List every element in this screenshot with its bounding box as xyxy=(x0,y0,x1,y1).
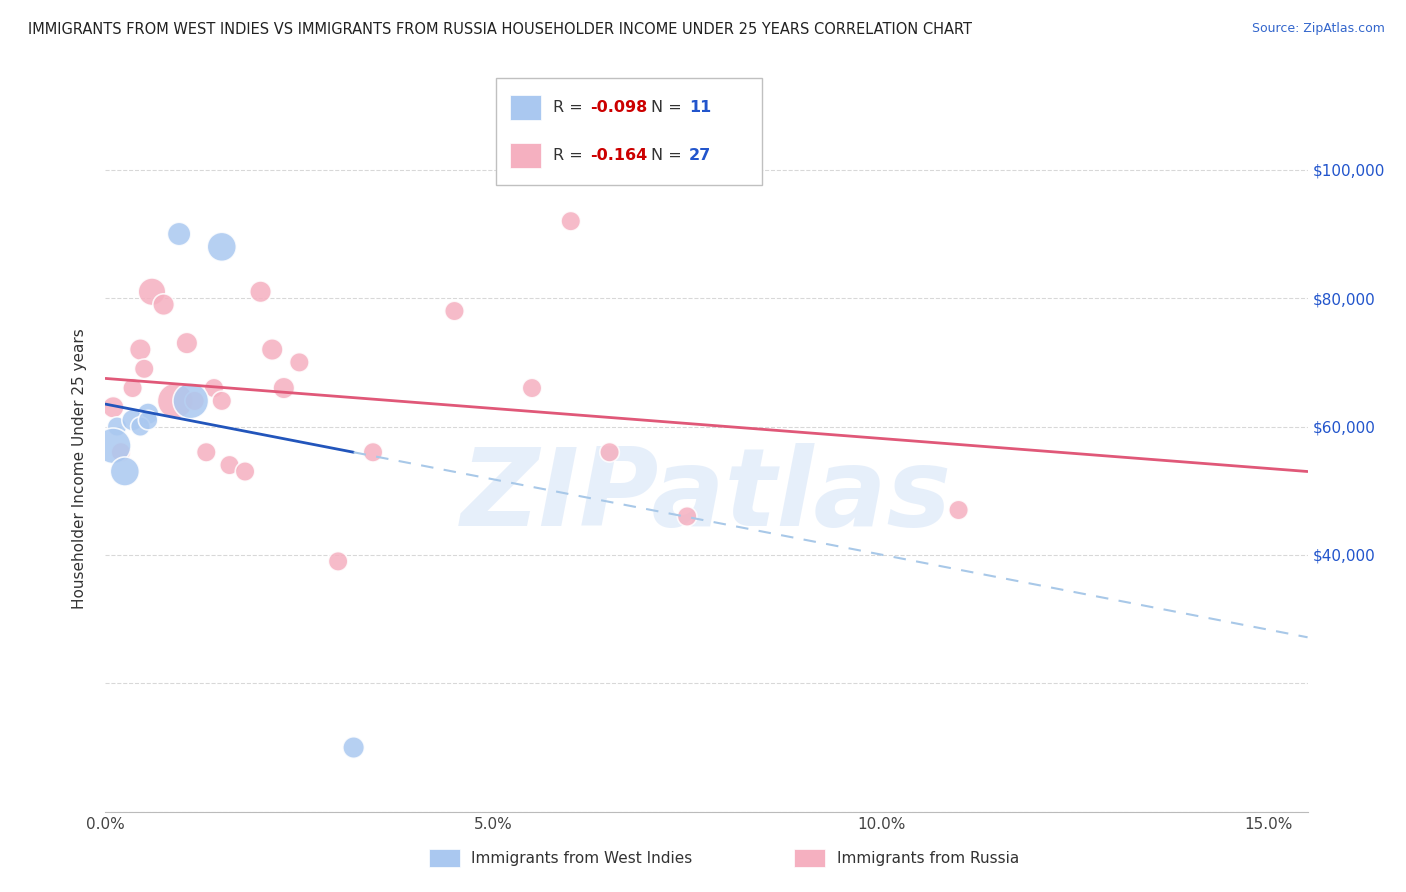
Point xyxy=(105,419,128,434)
Text: N =: N = xyxy=(651,101,688,115)
Point xyxy=(121,413,143,427)
Text: Immigrants from West Indies: Immigrants from West Indies xyxy=(471,851,692,865)
Point xyxy=(121,381,143,395)
Y-axis label: Householder Income Under 25 years: Householder Income Under 25 years xyxy=(72,328,87,608)
Point xyxy=(129,343,152,357)
Point xyxy=(180,393,202,408)
Point xyxy=(202,381,225,395)
Point xyxy=(520,381,543,395)
Text: R =: R = xyxy=(553,148,588,162)
Point xyxy=(129,419,152,434)
Point xyxy=(218,458,240,472)
Text: ZIPatlas: ZIPatlas xyxy=(461,442,952,549)
Point xyxy=(948,503,970,517)
Text: R =: R = xyxy=(553,101,588,115)
Point xyxy=(152,297,174,311)
Point xyxy=(110,445,132,459)
Point xyxy=(167,227,190,241)
Point xyxy=(233,465,256,479)
Point xyxy=(288,355,311,369)
Text: Immigrants from Russia: Immigrants from Russia xyxy=(837,851,1019,865)
Point xyxy=(443,304,465,318)
Point xyxy=(165,393,187,408)
Text: Source: ZipAtlas.com: Source: ZipAtlas.com xyxy=(1251,22,1385,36)
Text: -0.098: -0.098 xyxy=(591,101,648,115)
Point xyxy=(136,413,159,427)
Point xyxy=(599,445,621,459)
Point xyxy=(211,393,233,408)
Point xyxy=(676,509,699,524)
Point xyxy=(183,393,205,408)
Text: 27: 27 xyxy=(689,148,711,162)
Text: 11: 11 xyxy=(689,101,711,115)
Text: N =: N = xyxy=(651,148,688,162)
Point xyxy=(326,554,349,568)
Point xyxy=(195,445,218,459)
Point xyxy=(361,445,384,459)
Point xyxy=(176,336,198,351)
Point xyxy=(103,439,125,453)
Point xyxy=(262,343,284,357)
Point xyxy=(273,381,295,395)
Point xyxy=(136,407,159,421)
Text: -0.164: -0.164 xyxy=(591,148,648,162)
Point xyxy=(211,240,233,254)
Point xyxy=(103,401,125,415)
Text: IMMIGRANTS FROM WEST INDIES VS IMMIGRANTS FROM RUSSIA HOUSEHOLDER INCOME UNDER 2: IMMIGRANTS FROM WEST INDIES VS IMMIGRANT… xyxy=(28,22,972,37)
Point xyxy=(560,214,582,228)
Point xyxy=(141,285,163,299)
Point xyxy=(249,285,271,299)
Point xyxy=(343,740,366,755)
Point xyxy=(134,361,156,376)
Point xyxy=(114,465,136,479)
